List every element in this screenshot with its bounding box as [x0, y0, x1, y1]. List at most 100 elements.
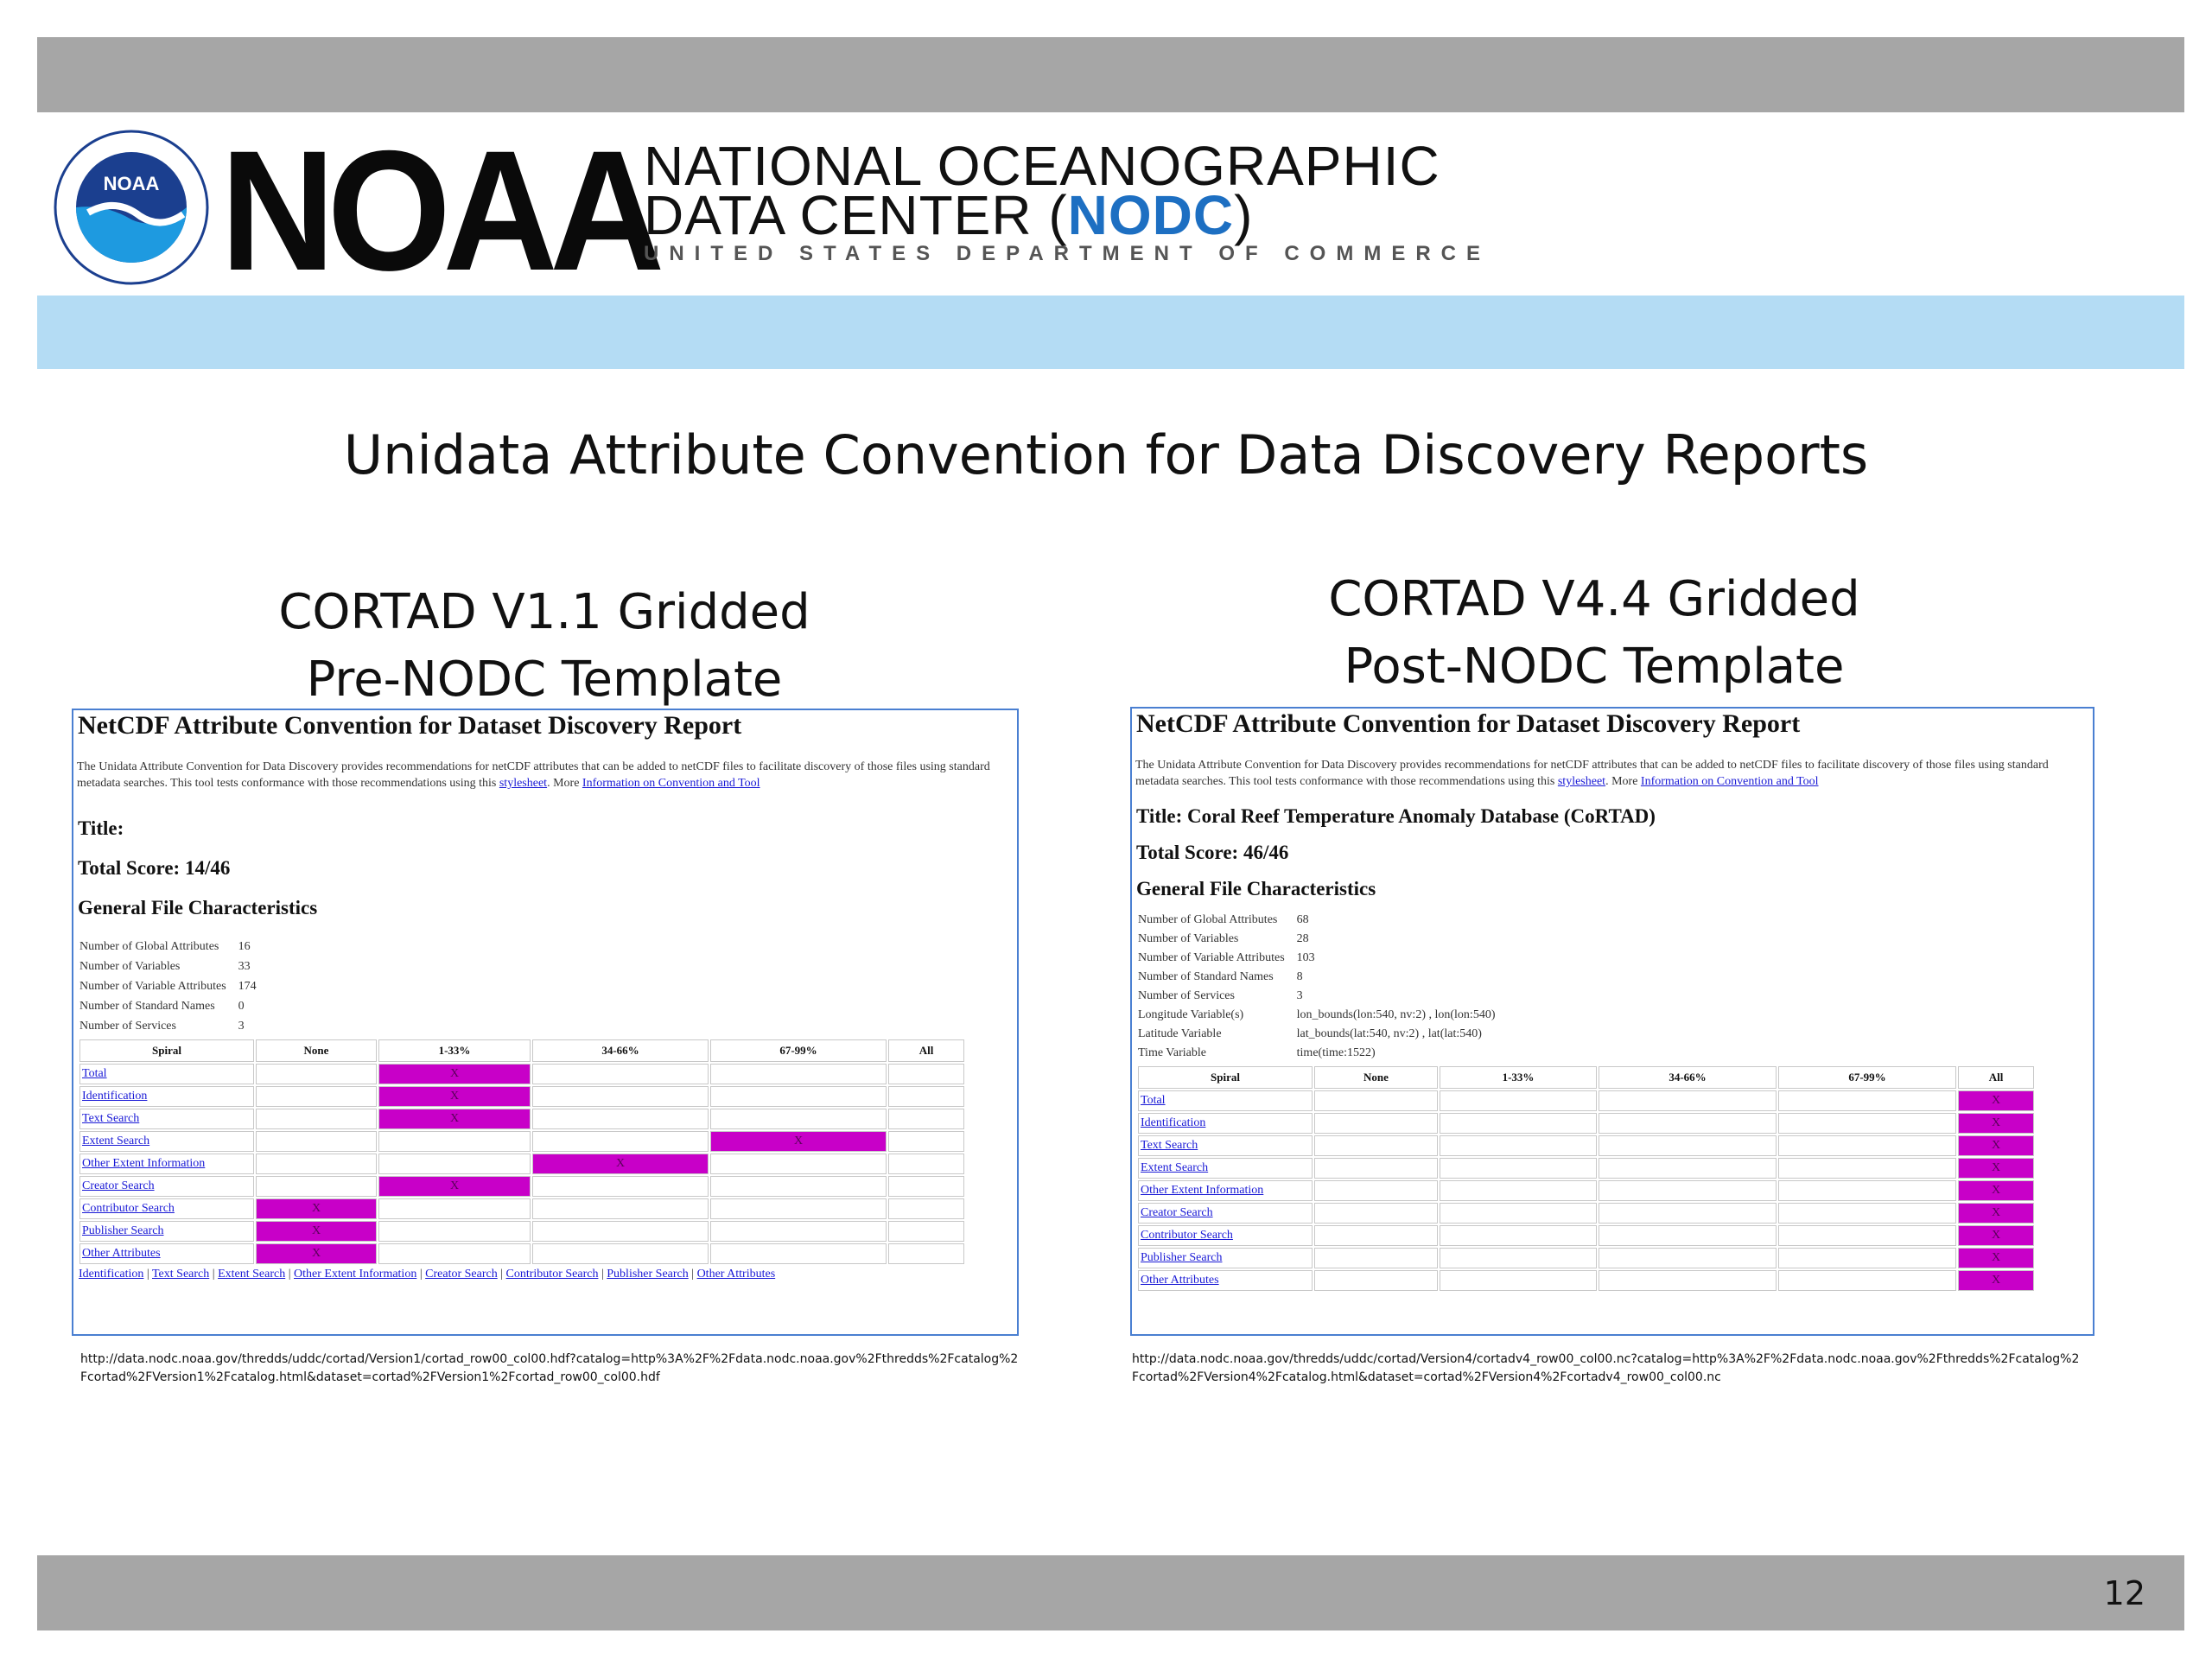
stat-value: lon_bounds(lon:540, nv:2) , lon(lon:540)	[1296, 1008, 1496, 1021]
stat-row: Number of Services 3	[78, 1016, 258, 1036]
org-name-line1: NATIONAL OCEANOGRAPHIC	[644, 135, 1440, 197]
stat-row: Number of Variables 28	[1136, 930, 1497, 949]
empty-cell	[1778, 1270, 1956, 1291]
empty-cell	[256, 1131, 377, 1152]
column-header: 67-99%	[1778, 1066, 1956, 1089]
nav-link[interactable]: Identification	[79, 1268, 144, 1281]
empty-cell	[256, 1086, 377, 1107]
intro-text: The Unidata Attribute Convention for Dat…	[1135, 759, 2049, 788]
left-heading-line2: Pre-NODC Template	[306, 652, 783, 708]
row-label-cell: Other Attributes	[1138, 1270, 1313, 1291]
intro-mid: . More	[547, 777, 580, 790]
stylesheet-link[interactable]: stylesheet	[1557, 775, 1606, 788]
row-link[interactable]: Identification	[1141, 1116, 1206, 1129]
table-row: Contributor Search X	[1138, 1225, 2034, 1246]
nav-link[interactable]: Publisher Search	[607, 1268, 689, 1281]
stat-row: Number of Variables 33	[78, 957, 258, 976]
row-link[interactable]: Publisher Search	[1141, 1251, 1223, 1264]
empty-cell	[888, 1109, 964, 1129]
report-title: NetCDF Attribute Convention for Dataset …	[1136, 709, 1801, 738]
stat-label: Number of Variables	[1138, 932, 1239, 945]
row-link[interactable]: Extent Search	[82, 1135, 150, 1147]
empty-cell	[532, 1243, 709, 1264]
nav-link[interactable]: Extent Search	[218, 1268, 286, 1281]
nav-link[interactable]: Contributor Search	[505, 1268, 599, 1281]
empty-cell	[532, 1198, 709, 1219]
empty-cell	[1599, 1135, 1777, 1156]
stat-label: Number of Global Attributes	[1138, 913, 1278, 926]
stat-value: lat_bounds(lat:540, nv:2) , lat(lat:540)	[1296, 1027, 1482, 1040]
row-link[interactable]: Other Attributes	[82, 1247, 161, 1260]
row-label-cell: Text Search	[1138, 1135, 1313, 1156]
table-row: Publisher Search X	[79, 1221, 964, 1242]
empty-cell	[1599, 1248, 1777, 1268]
nav-separator: |	[497, 1268, 506, 1281]
row-link[interactable]: Creator Search	[82, 1179, 155, 1192]
stat-value: 3	[1296, 989, 1303, 1002]
column-header: 34-66%	[532, 1039, 709, 1062]
stat-label: Number of Variable Attributes	[79, 980, 226, 993]
nav-link[interactable]: Creator Search	[425, 1268, 498, 1281]
report-intro: The Unidata Attribute Convention for Dat…	[1135, 757, 2086, 790]
nav-link[interactable]: Other Extent Information	[294, 1268, 417, 1281]
row-link[interactable]: Other Extent Information	[1141, 1184, 1264, 1197]
convention-info-link[interactable]: Information on Convention and Tool	[582, 777, 760, 790]
score-mark-cell: X	[378, 1064, 531, 1084]
nav-link[interactable]: Other Attributes	[696, 1268, 776, 1281]
row-link[interactable]: Publisher Search	[82, 1224, 164, 1237]
empty-cell	[1599, 1113, 1777, 1134]
score-mark-cell: X	[1958, 1180, 2034, 1201]
table-row: Publisher Search X	[1138, 1248, 2034, 1268]
row-label-cell: Contributor Search	[79, 1198, 254, 1219]
empty-cell	[532, 1176, 709, 1197]
convention-info-link[interactable]: Information on Convention and Tool	[1640, 775, 1819, 788]
stat-row: Time Variable time(time:1522)	[1136, 1044, 1497, 1063]
right-panel-heading: CORTAD V4.4 Gridded Post-NODC Template	[1115, 566, 2074, 701]
score-mark-cell: X	[1958, 1135, 2034, 1156]
empty-cell	[1778, 1180, 1956, 1201]
row-label-cell: Extent Search	[1138, 1158, 1313, 1179]
row-link[interactable]: Total	[82, 1067, 107, 1080]
empty-cell	[378, 1154, 531, 1174]
empty-cell	[532, 1221, 709, 1242]
score-mark-cell: X	[378, 1176, 531, 1197]
row-link[interactable]: Extent Search	[1141, 1161, 1209, 1174]
row-link[interactable]: Contributor Search	[1141, 1229, 1233, 1242]
table-row: Text Search X	[1138, 1135, 2034, 1156]
row-link[interactable]: Text Search	[82, 1112, 140, 1125]
nav-separator: |	[688, 1268, 697, 1281]
score-mark-cell: X	[1958, 1203, 2034, 1224]
stat-value: 33	[238, 960, 251, 973]
nav-link[interactable]: Text Search	[151, 1268, 210, 1281]
empty-cell	[256, 1109, 377, 1129]
nodc-abbreviation: NODC	[1067, 184, 1235, 246]
empty-cell	[1599, 1203, 1777, 1224]
row-link[interactable]: Identification	[82, 1090, 148, 1103]
column-header: Spiral	[1138, 1066, 1313, 1089]
score-mark-cell: X	[1958, 1270, 2034, 1291]
row-link[interactable]: Other Extent Information	[82, 1157, 206, 1170]
table-row: Creator Search X	[79, 1176, 964, 1197]
table-row: Other Extent Information X	[79, 1154, 964, 1174]
row-link[interactable]: Total	[1141, 1094, 1166, 1107]
empty-cell	[1778, 1248, 1956, 1268]
empty-cell	[378, 1131, 531, 1152]
table-row: Other Attributes X	[1138, 1270, 2034, 1291]
row-label-cell: Contributor Search	[1138, 1225, 1313, 1246]
stat-label: Number of Services	[1138, 989, 1235, 1002]
stat-label: Number of Standard Names	[79, 1000, 215, 1013]
empty-cell	[378, 1198, 531, 1219]
noaa-wordmark: NOAA	[220, 115, 664, 306]
empty-cell	[710, 1109, 887, 1129]
stat-row: Number of Standard Names 8	[1136, 968, 1497, 987]
row-link[interactable]: Text Search	[1141, 1139, 1198, 1152]
row-link[interactable]: Contributor Search	[82, 1202, 175, 1215]
stylesheet-link[interactable]: stylesheet	[499, 777, 548, 790]
empty-cell	[888, 1176, 964, 1197]
empty-cell	[710, 1064, 887, 1084]
intro-text: The Unidata Attribute Convention for Dat…	[77, 760, 990, 790]
row-link[interactable]: Creator Search	[1141, 1206, 1213, 1219]
row-link[interactable]: Other Attributes	[1141, 1274, 1219, 1287]
report-nav-links: Identification | Text Search | Extent Se…	[79, 1268, 1017, 1281]
empty-cell	[1440, 1180, 1597, 1201]
